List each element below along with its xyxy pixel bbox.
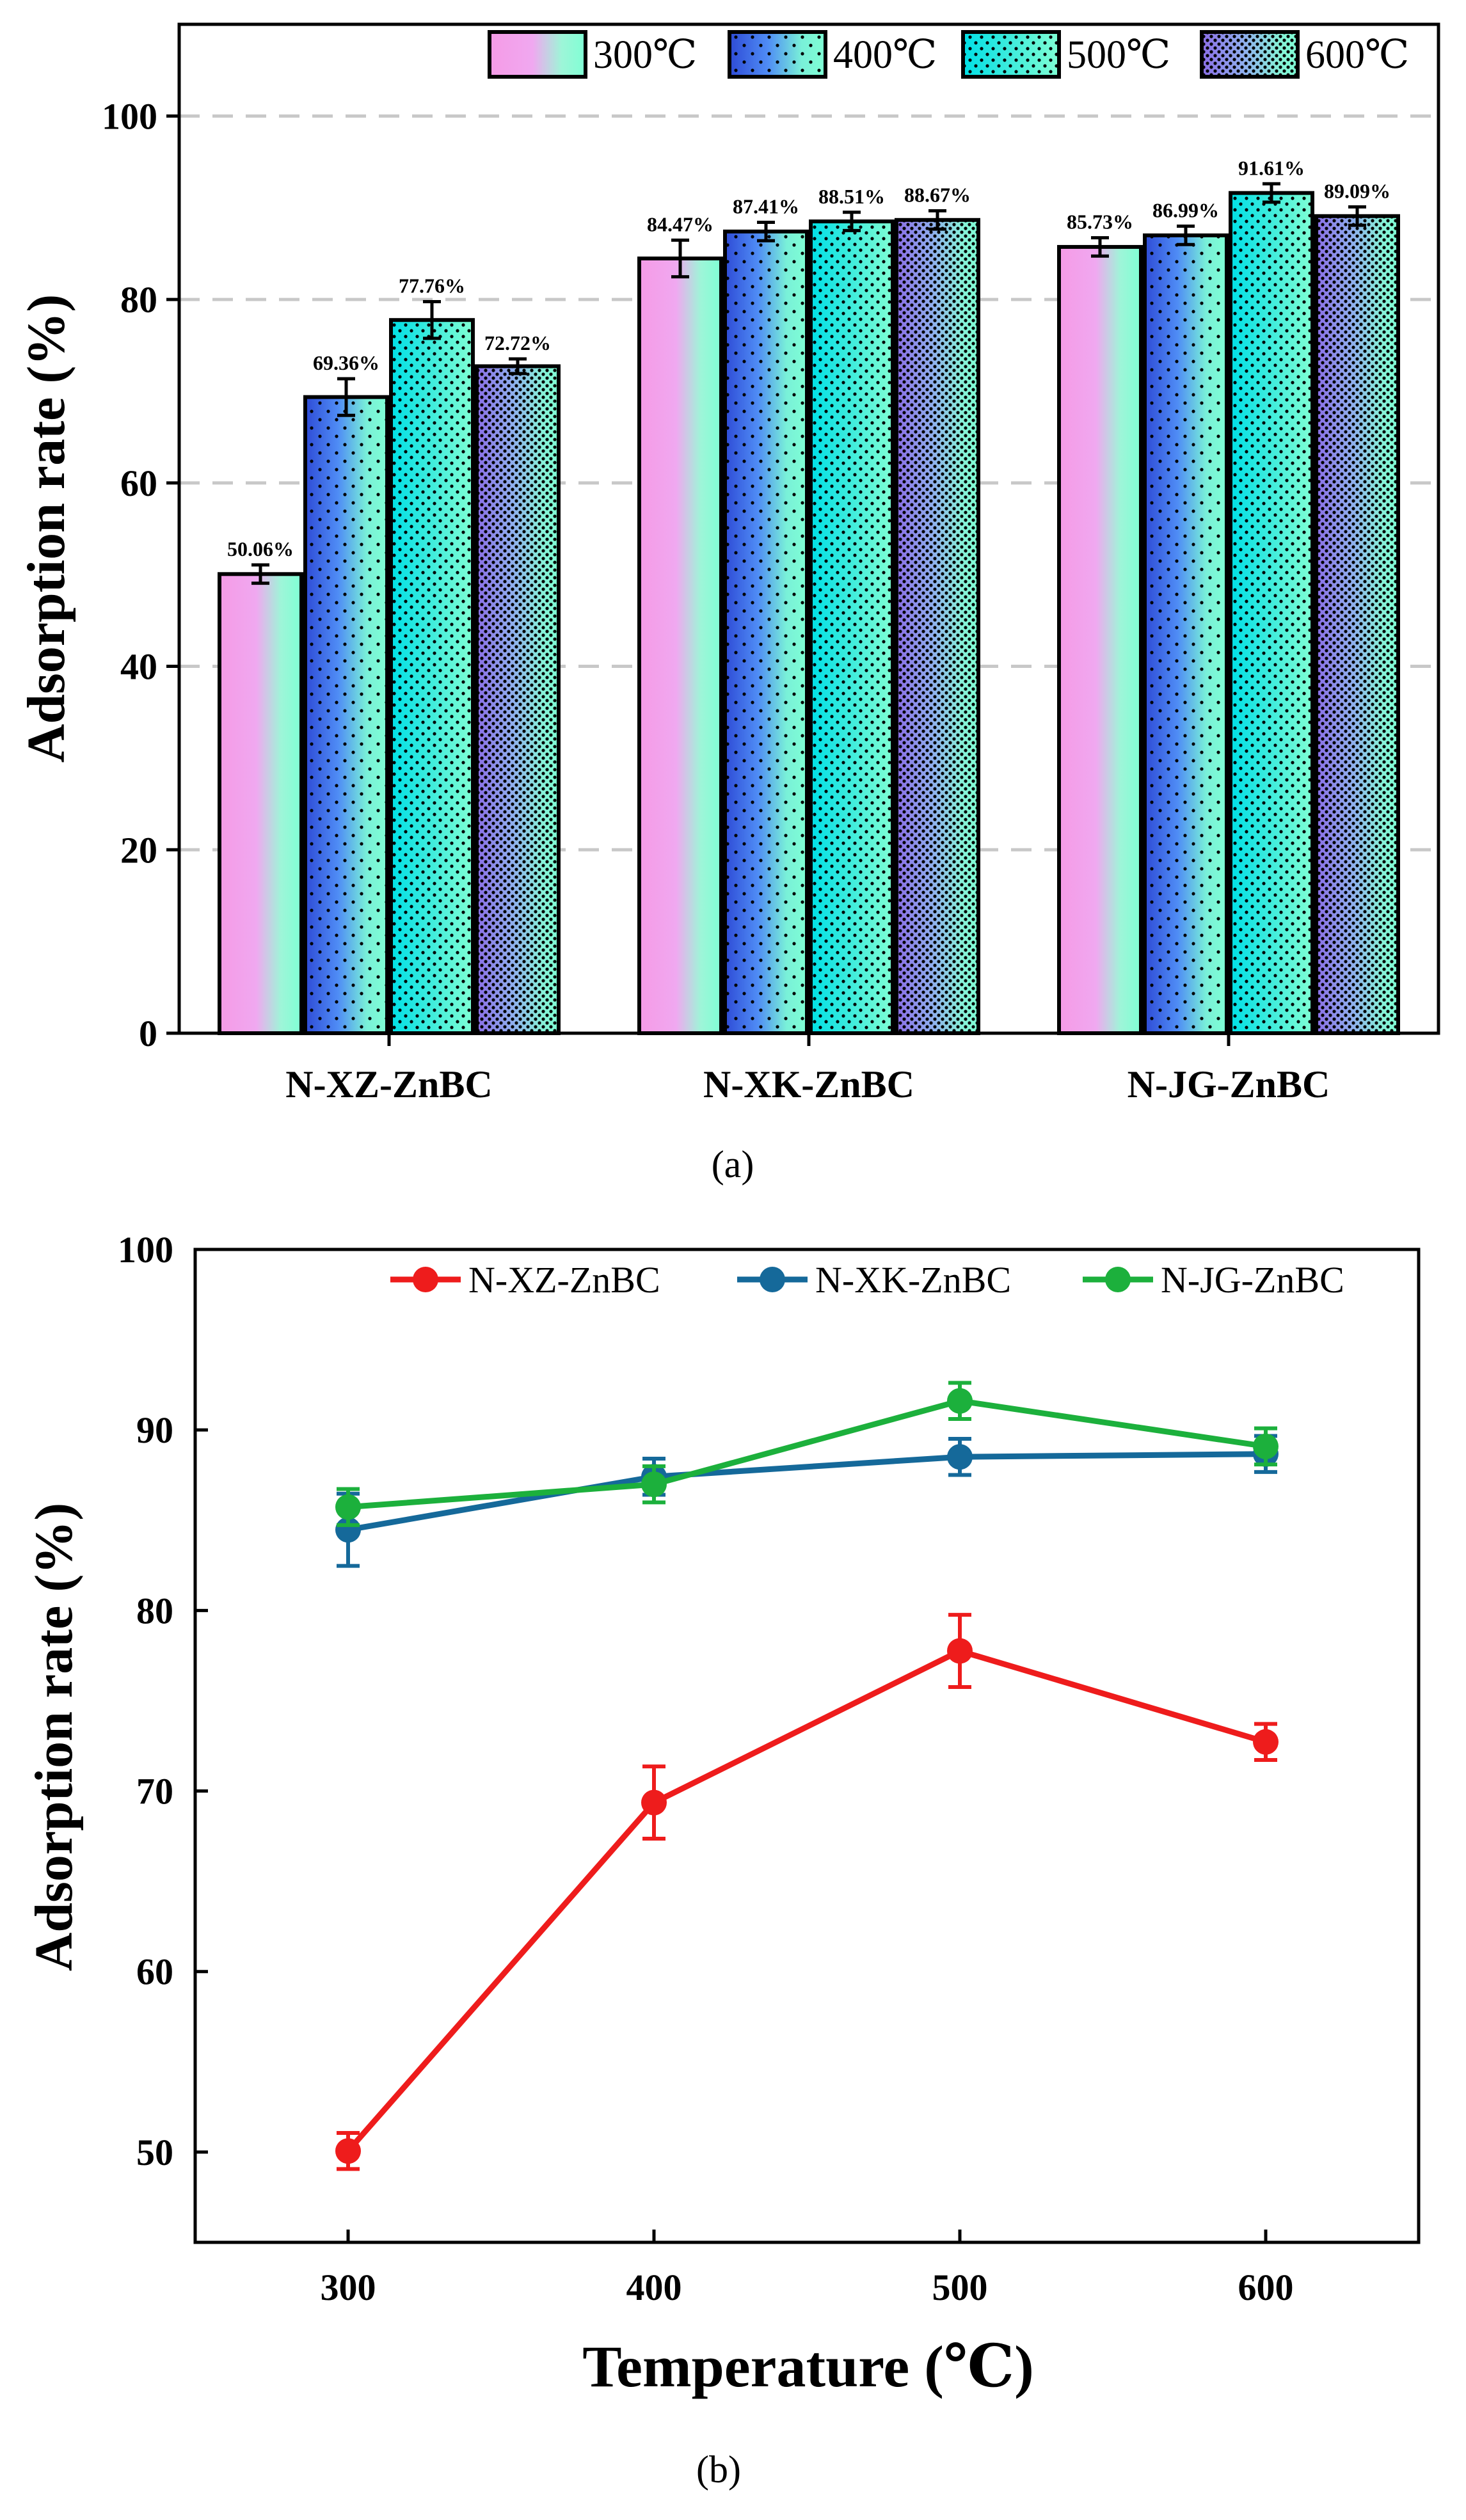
data-label: 85.73% — [1067, 210, 1133, 234]
x-tick-label: 600 — [1238, 2267, 1294, 2308]
data-label: 84.47% — [647, 212, 713, 235]
data-label: 87.41% — [733, 195, 799, 218]
bar-pattern — [725, 232, 807, 1033]
bar-pattern — [477, 366, 559, 1033]
y-axis-label: Adsorption rate (%) — [17, 294, 76, 763]
figure: 50.06% 69.36% 77.76% 72.72% 84.47% 87.41% 88.5… — [0, 0, 1466, 2520]
legend-marker — [760, 1267, 785, 1292]
legend-label: 300℃ — [593, 33, 697, 77]
legend-label: N-XK-ZnBC — [815, 1259, 1011, 1301]
bar-series-group: 50.06% 69.36% 77.76% 72.72% 84.47% 87.41% 88.5… — [219, 156, 1398, 1033]
x-tick-label: N-XZ-ZnBC — [285, 1063, 492, 1105]
data-label: 72.72% — [484, 331, 551, 354]
y-tick-label: 50 — [136, 2132, 173, 2173]
y-tick-label: 80 — [120, 279, 157, 321]
bar-pattern — [1145, 235, 1227, 1033]
bar-chart-panel: 50.06% 69.36% 77.76% 72.72% 84.47% 87.41% 88.5… — [17, 24, 1438, 1185]
x-axis-label: Temperature (℃) — [582, 2334, 1034, 2399]
legend-swatch-pattern — [963, 32, 1059, 77]
bar-pattern — [1316, 216, 1398, 1033]
data-point — [641, 1471, 667, 1497]
bar — [639, 258, 721, 1033]
y-tick-label: 100 — [102, 95, 157, 137]
data-label: 69.36% — [313, 351, 379, 374]
legend-marker — [1105, 1267, 1131, 1292]
x-tick-label: N-JG-ZnBC — [1127, 1063, 1330, 1105]
x-tick-label: 300 — [321, 2267, 376, 2308]
data-label: 50.06% — [227, 537, 294, 560]
y-axis-label: Adsorption rate (%) — [24, 1503, 84, 1972]
y-tick-label: 20 — [120, 829, 157, 871]
y-axis-ticks: 0 20 40 60 80 100 — [102, 95, 179, 1054]
bar-pattern — [391, 320, 473, 1033]
series-n-xz-znbc — [335, 1615, 1279, 2169]
bar-pattern — [811, 221, 893, 1033]
legend-swatch — [490, 32, 586, 77]
y-tick-label: 70 — [136, 1771, 173, 1812]
data-point — [335, 1494, 361, 1520]
y-tick-label: 90 — [136, 1409, 173, 1451]
y-tick-label: 60 — [136, 1951, 173, 1993]
y-tick-label: 40 — [120, 646, 157, 688]
data-point — [947, 1444, 973, 1470]
series-n-xk-znbc — [335, 1436, 1279, 1565]
legend: 300℃ 400℃ 500℃ 600℃ — [490, 32, 1409, 77]
data-label: 77.76% — [399, 274, 465, 297]
legend-label: 600℃ — [1305, 33, 1409, 77]
data-label: 91.61% — [1238, 156, 1305, 179]
data-point — [947, 1638, 973, 1664]
panel-label-a: (a) — [712, 1143, 754, 1185]
data-point — [1253, 1729, 1279, 1755]
x-tick-label: 500 — [932, 2267, 988, 2308]
x-tick-label: 400 — [626, 2267, 682, 2308]
bar-pattern — [1231, 193, 1312, 1033]
data-label: 88.67% — [904, 183, 971, 206]
legend: N-XZ-ZnBC N-XK-ZnBC N-JG-ZnBC — [390, 1259, 1344, 1301]
x-tick-label: N-XK-ZnBC — [703, 1063, 914, 1105]
data-point — [1253, 1434, 1279, 1459]
data-label: 88.51% — [818, 185, 885, 208]
plot-frame — [195, 1249, 1419, 2242]
data-point — [947, 1388, 973, 1414]
bar-pattern — [305, 397, 387, 1033]
bar-pattern — [896, 220, 978, 1033]
legend-swatch-pattern — [729, 32, 825, 77]
legend-label: 400℃ — [833, 33, 937, 77]
legend-label: 500℃ — [1067, 33, 1170, 77]
panel-label-b: (b) — [696, 2448, 741, 2491]
bar — [219, 574, 301, 1033]
legend-label: N-JG-ZnBC — [1161, 1259, 1344, 1301]
y-tick-label: 100 — [118, 1229, 173, 1271]
legend-swatch-pattern — [1202, 32, 1298, 77]
legend-label: N-XZ-ZnBC — [468, 1259, 660, 1301]
data-label: 86.99% — [1152, 199, 1219, 222]
data-label: 89.09% — [1324, 179, 1390, 202]
series-line — [348, 1651, 1266, 2152]
bar — [1059, 247, 1141, 1033]
series-line — [348, 1454, 1266, 1530]
y-tick-label: 80 — [136, 1590, 173, 1631]
line-series-group — [335, 1383, 1279, 2169]
x-axis-ticks: N-XZ-ZnBC N-XK-ZnBC N-JG-ZnBC — [285, 1033, 1330, 1105]
y-tick-label: 60 — [120, 463, 157, 504]
y-tick-label: 0 — [139, 1013, 157, 1054]
legend-marker — [413, 1267, 438, 1292]
data-point — [335, 2138, 361, 2164]
line-chart-panel: 50 60 70 80 90 100 300 400 500 600 Adsorption ra… — [24, 1229, 1419, 2491]
data-point — [641, 1790, 667, 1816]
